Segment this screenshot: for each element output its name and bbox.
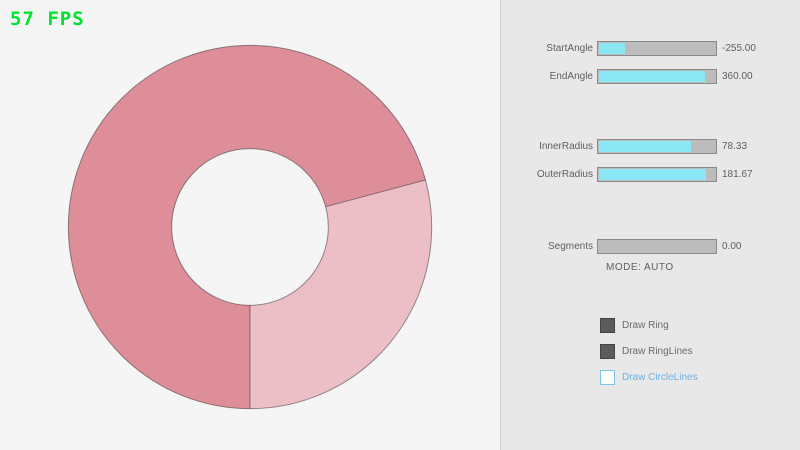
segments-value: 0.00 (722, 241, 742, 252)
draw-ring-label: Draw Ring (622, 320, 669, 331)
outer-radius-value: 181.67 (722, 169, 753, 180)
end-angle-slider-fill (599, 71, 706, 82)
segments-slider[interactable] (597, 239, 717, 254)
draw-circlelines-row: Draw CircleLines (600, 370, 800, 385)
inner-radius-value: 78.33 (722, 141, 748, 152)
inner-radius-row: InnerRadius 78.33 (0, 139, 800, 154)
draw-circlelines-label: Draw CircleLines (622, 372, 698, 383)
draw-ring-checkbox[interactable] (600, 318, 615, 333)
start-angle-row: StartAngle -255.00 (0, 41, 800, 56)
inner-radius-slider[interactable] (597, 139, 717, 154)
draw-ring-row: Draw Ring (600, 318, 800, 333)
fps-counter: 57 FPS (10, 8, 85, 30)
start-angle-slider[interactable] (597, 41, 717, 56)
segments-label: Segments (547, 241, 593, 252)
start-angle-slider-fill (599, 43, 625, 54)
outer-radius-row: OuterRadius 181.67 (0, 167, 800, 182)
draw-ringlines-label: Draw RingLines (622, 346, 693, 357)
draw-ringlines-row: Draw RingLines (600, 344, 800, 359)
inner-radius-slider-fill (599, 141, 692, 152)
draw-circlelines-checkbox[interactable] (600, 370, 615, 385)
start-angle-value: -255.00 (722, 43, 756, 54)
inner-radius-label: InnerRadius (539, 141, 593, 152)
segments-row: Segments 0.00 (0, 239, 800, 254)
start-angle-label: StartAngle (546, 43, 593, 54)
outer-radius-slider[interactable] (597, 167, 717, 182)
end-angle-slider[interactable] (597, 69, 717, 84)
draw-ringlines-checkbox[interactable] (600, 344, 615, 359)
ring-canvas (67, 44, 433, 410)
outer-radius-slider-fill (599, 169, 707, 180)
ring-light-sector (250, 180, 432, 409)
ring-end-line (325, 179, 426, 208)
outer-radius-label: OuterRadius (536, 169, 593, 180)
ring-outer-outline (67, 44, 433, 410)
end-angle-label: EndAngle (549, 71, 593, 82)
ring-inner-outline (171, 148, 329, 306)
end-angle-row: EndAngle 360.00 (0, 69, 800, 84)
segments-mode-text: MODE: AUTO (606, 262, 674, 273)
ring-dark-sector (68, 45, 426, 409)
end-angle-value: 360.00 (722, 71, 753, 82)
